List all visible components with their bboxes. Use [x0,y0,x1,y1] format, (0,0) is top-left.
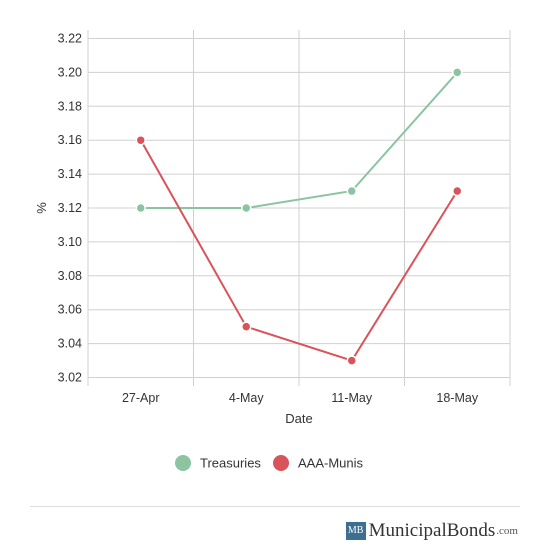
aaa-munis-point [135,134,146,146]
legend-label-aaa-munis: AAA-Munis [298,456,364,471]
brand-name: MunicipalBonds [368,520,496,541]
treasuries-line [140,71,459,209]
y-axis-ticks: 3.22 3.20 3.18 3.16 3.14 3.12 3.10 3.08 3.06 3.04… [58,31,82,384]
legend-label-treasuries: Treasuries [200,456,261,471]
x-tick-label: 27-Apr [122,391,160,405]
aaa-munis-line [139,139,459,362]
y-tick-label: 3.18 [58,99,82,113]
treasuries-point [346,185,357,197]
y-tick-label: 3.02 [58,371,82,385]
y-tick-label: 3.22 [58,31,82,45]
y-tick-label: 3.08 [58,269,82,283]
legend-marker-treasuries [175,455,191,471]
treasuries-point [452,67,463,78]
x-tick-label: 18-May [436,391,478,405]
legend: Treasuries AAA-Munis [175,455,364,471]
y-axis-title: % [34,202,49,214]
footer-divider [30,506,520,507]
x-tick-label: 11-May [331,391,373,405]
brand-logo-link[interactable]: MB MunicipalBonds .com [345,520,518,542]
series-points [135,67,463,366]
x-axis-title: Date [285,411,312,426]
aaa-munis-point [452,185,463,197]
y-tick-label: 3.14 [58,167,82,181]
y-tick-label: 3.20 [58,65,82,79]
x-tick-label: 4-May [229,391,264,405]
mb-logo-icon: MB [345,522,366,540]
y-tick-label: 3.06 [58,303,82,317]
y-tick-label: 3.04 [58,337,82,351]
treasuries-point [135,202,146,214]
series-lines [139,71,459,362]
y-tick-label: 3.12 [58,201,82,215]
treasuries-point [241,202,252,214]
y-tick-label: 3.16 [58,133,82,147]
aaa-munis-point [346,355,357,366]
legend-marker-aaa-munis [273,455,289,471]
aaa-munis-point [241,321,252,332]
x-axis-ticks: 27-Apr 4-May 11-May 18-May [122,391,479,405]
brand-tld: .com [496,525,518,537]
line-chart: 3.22 3.20 3.18 3.16 3.14 3.12 3.10 3.08 3.06 3.04… [34,30,511,471]
y-tick-label: 3.10 [58,235,82,249]
